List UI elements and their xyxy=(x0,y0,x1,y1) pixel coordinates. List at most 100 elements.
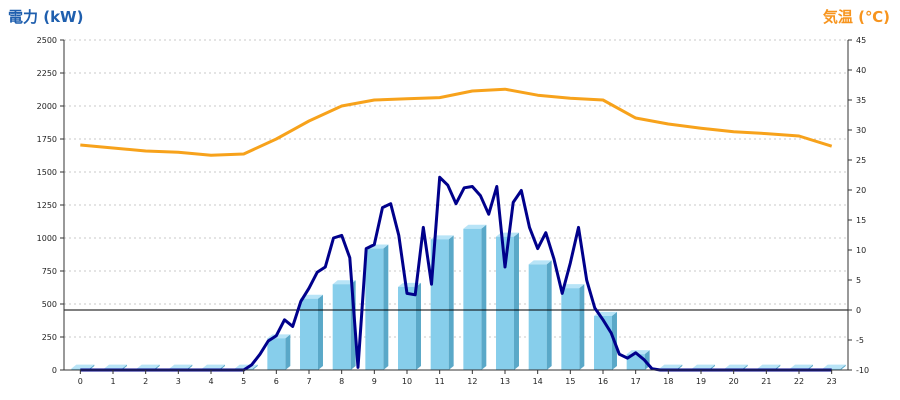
x-tick-label: 5 xyxy=(241,377,246,386)
x-tick-label: 22 xyxy=(794,377,804,386)
right-tick-label: -10 xyxy=(856,366,869,375)
x-tick-label: 1 xyxy=(110,377,115,386)
left-tick-label: 1500 xyxy=(37,168,57,177)
left-tick-label: 2500 xyxy=(37,36,57,45)
temperature-line xyxy=(80,87,833,157)
bar-top xyxy=(104,364,127,369)
right-tick-label: 40 xyxy=(856,66,866,75)
x-tick-label: 17 xyxy=(631,377,641,386)
bar-side xyxy=(252,364,258,370)
left-tick-label: 0 xyxy=(52,366,57,375)
bar-top xyxy=(332,280,356,285)
left-axis-label: 電力 (kW) xyxy=(8,8,84,26)
bar-top xyxy=(202,364,225,369)
x-tick-label: 6 xyxy=(274,377,279,386)
bar-top xyxy=(71,364,95,369)
right-tick-label: 5 xyxy=(856,276,861,285)
bar-side xyxy=(415,282,421,370)
x-tick-label: 12 xyxy=(467,377,477,386)
bar-top xyxy=(169,364,193,369)
bar-front xyxy=(430,239,449,370)
bar-side xyxy=(317,294,323,370)
x-tick-label: 14 xyxy=(533,377,543,386)
bar-side xyxy=(840,364,846,370)
bar-side xyxy=(513,232,519,370)
bar-side xyxy=(579,284,585,370)
bar-top xyxy=(463,224,487,229)
x-tick-label: 0 xyxy=(78,377,83,386)
bar-front xyxy=(594,315,612,370)
left-tick-label: 250 xyxy=(42,333,57,342)
right-tick-label: 30 xyxy=(856,126,866,135)
bar xyxy=(561,284,585,370)
bar-side xyxy=(285,334,291,370)
bar xyxy=(398,282,421,370)
right-tick-label: 0 xyxy=(856,306,861,315)
right-axis-label: 気温 (℃) xyxy=(822,8,890,26)
bar-side xyxy=(383,244,389,370)
bar xyxy=(430,235,454,370)
bar-front xyxy=(267,338,286,370)
bar xyxy=(267,334,291,370)
line-series xyxy=(64,87,848,372)
bar-side xyxy=(546,260,552,370)
left-tick-label: 2000 xyxy=(37,102,57,111)
right-tick-label: 35 xyxy=(856,96,866,105)
right-tick-label: 25 xyxy=(856,156,866,165)
x-tick-label: 10 xyxy=(402,377,412,386)
left-tick-label: 750 xyxy=(42,267,57,276)
x-tick-label: 15 xyxy=(565,377,575,386)
bar xyxy=(300,294,323,370)
x-tick-label: 9 xyxy=(372,377,377,386)
bar xyxy=(528,260,552,370)
power-line xyxy=(80,175,832,372)
x-tick-label: 21 xyxy=(761,377,771,386)
x-tick-label: 4 xyxy=(208,377,213,386)
x-tick-label: 3 xyxy=(176,377,181,386)
bar-front xyxy=(496,236,514,370)
left-tick-label: 1000 xyxy=(37,234,57,243)
bar-front xyxy=(528,264,547,370)
x-tick-label: 23 xyxy=(827,377,837,386)
bar xyxy=(365,244,389,370)
bar xyxy=(496,232,519,370)
bar-front xyxy=(300,298,318,370)
x-tick-label: 20 xyxy=(729,377,739,386)
right-tick-label: 10 xyxy=(856,246,866,255)
x-tick-label: 13 xyxy=(500,377,510,386)
x-tick-label: 19 xyxy=(696,377,706,386)
bar-front xyxy=(332,284,351,370)
bar-side xyxy=(481,224,487,370)
grid-lines xyxy=(64,39,848,338)
right-tick-label: 45 xyxy=(856,36,866,45)
right-tick-label: 15 xyxy=(856,216,866,225)
right-tick-label: 20 xyxy=(856,186,866,195)
left-tick-label: 1750 xyxy=(37,135,57,144)
x-tick-label: 16 xyxy=(598,377,608,386)
bar-top xyxy=(822,364,846,369)
bar-top xyxy=(136,364,160,369)
right-tick-label: -5 xyxy=(856,336,864,345)
bar-front xyxy=(398,286,416,370)
x-tick-label: 18 xyxy=(663,377,673,386)
bar-top xyxy=(561,284,585,289)
axes: 02505007501000125015001750200022502500-1… xyxy=(37,36,869,386)
bar xyxy=(463,224,487,370)
bar-top xyxy=(724,364,748,369)
bar-series xyxy=(71,224,846,370)
bar-top xyxy=(528,260,552,265)
bar-front xyxy=(561,288,580,370)
left-tick-label: 500 xyxy=(42,300,57,309)
bar-top xyxy=(692,364,715,369)
bar-top xyxy=(757,364,781,369)
bar-side xyxy=(448,235,454,370)
bar-top xyxy=(790,364,813,369)
bar-front xyxy=(463,228,482,370)
x-tick-label: 11 xyxy=(435,377,445,386)
bar-top xyxy=(659,364,683,369)
x-tick-label: 8 xyxy=(339,377,344,386)
x-tick-label: 7 xyxy=(306,377,311,386)
x-tick-label: 2 xyxy=(143,377,148,386)
